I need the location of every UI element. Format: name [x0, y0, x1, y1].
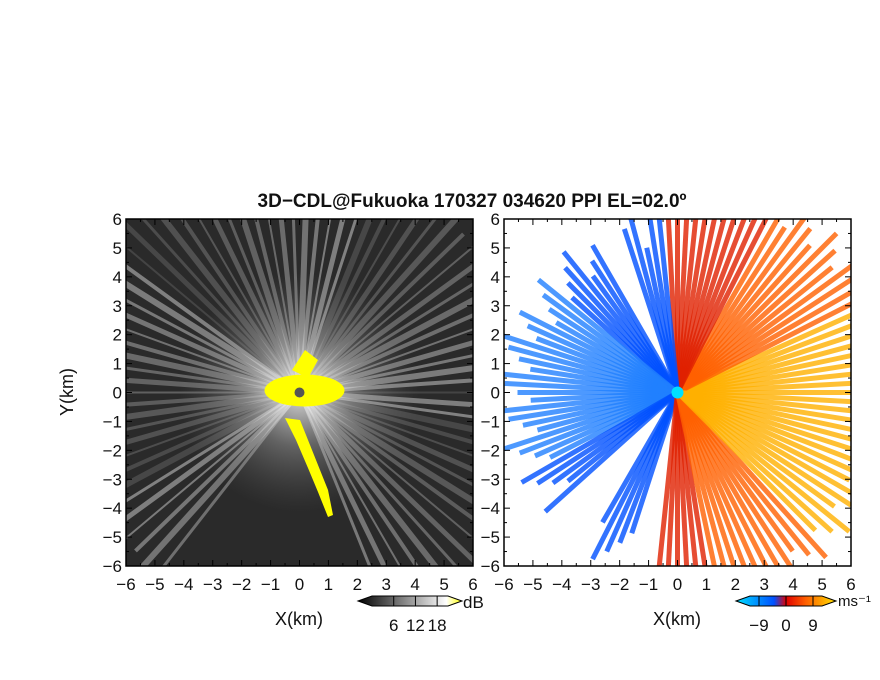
intensity-y-tick-labels: 6 5 4 3 2 1 0 −1 −2 −3 −4 −5 −6 [103, 210, 122, 576]
y-tick-label: 1 [113, 355, 122, 374]
x-tick-label: −4 [174, 575, 193, 594]
velocity-beam [677, 390, 851, 405]
x-tick-label: −5 [523, 575, 542, 594]
velocity-axis-ticks [503, 218, 852, 567]
x-tick-label: 3 [760, 575, 769, 594]
x-tick-label: −6 [116, 575, 135, 594]
x-tick-label: 6 [846, 575, 855, 594]
y-tick-label-right: 0 [491, 384, 500, 403]
velocity-colorbar: −9 0 9 ms⁻¹ [734, 593, 871, 635]
colorbar-tick-label: 9 [808, 616, 817, 635]
velocity-x-tick-labels: −6 −5 −4 −3 −2 −1 0 1 2 3 4 5 6 [494, 575, 855, 594]
x-tick-label: −1 [261, 575, 280, 594]
y-tick-label: 5 [113, 239, 122, 258]
x-tick-label: −2 [232, 575, 251, 594]
x-tick-label: 4 [410, 575, 419, 594]
intensity-colorbar-unit: dB [463, 593, 484, 612]
y-tick-label: −4 [103, 499, 122, 518]
intensity-x-axis-label: X(km) [275, 609, 323, 629]
y-tick-label-right: −6 [481, 557, 500, 576]
radar-site-marker-right [671, 386, 684, 399]
x-tick-label: 6 [468, 575, 477, 594]
colorbar-tick-label: 12 [406, 616, 425, 635]
intensity-colorbar: 6 12 18 dB [356, 593, 484, 635]
y-tick-label-right: −3 [481, 470, 500, 489]
intensity-x-tick-labels: −6 −5 −4 −3 −2 −1 0 1 2 3 4 5 6 [116, 575, 477, 594]
y-tick-label-right: 2 [491, 326, 500, 345]
x-tick-label: 1 [702, 575, 711, 594]
velocity-panel: −6 −5 −4 −3 −2 −1 0 1 2 3 4 5 6 X(km) [494, 218, 856, 629]
intensity-colorbar-body [356, 595, 464, 607]
x-tick-label: −5 [145, 575, 164, 594]
intensity-right-tick-labels: 6 5 4 3 2 1 0 −1 −2 −3 −4 −5 −6 [481, 210, 500, 576]
saturated-echo-region [264, 350, 345, 517]
y-tick-label: 6 [113, 210, 122, 229]
velocity-colorbar-unit: ms⁻¹ [838, 593, 871, 610]
x-tick-label: −3 [581, 575, 600, 594]
y-tick-label-right: −2 [481, 441, 500, 460]
colorbar-tick-label: 18 [428, 616, 447, 635]
intensity-field [126, 219, 473, 566]
saturated-core [264, 374, 345, 407]
x-tick-label: 2 [353, 575, 362, 594]
colorbar-tick-label: −9 [749, 616, 768, 635]
colorbar-tick-label: 0 [781, 616, 790, 635]
x-tick-label: −2 [610, 575, 629, 594]
y-tick-label-right: 1 [491, 355, 500, 374]
x-tick-label: −1 [639, 575, 658, 594]
saturated-streak [285, 418, 333, 517]
x-tick-label: −3 [203, 575, 222, 594]
velocity-beam [621, 228, 680, 394]
x-tick-label: −6 [494, 575, 513, 594]
velocity-beams [504, 219, 851, 566]
x-tick-label: 3 [382, 575, 391, 594]
velocity-x-axis-label: X(km) [653, 609, 701, 629]
y-tick-label-right: 4 [491, 268, 500, 287]
figure-title: 3D−CDL@Fukuoka 170327 034620 PPI EL=02.0… [258, 191, 687, 212]
intensity-panel: −6 −5 −4 −3 −2 −1 0 1 2 3 4 5 6 6543210−1−2−3−4−5−6 … [57, 210, 500, 629]
radar-site-marker-left [294, 387, 305, 398]
saturated-patch [292, 350, 318, 378]
y-tick-label: 3 [113, 297, 122, 316]
x-tick-label: 2 [731, 575, 740, 594]
y-tick-label-right: 5 [491, 239, 500, 258]
y-tick-label-right: −5 [481, 528, 500, 547]
y-tick-label: −1 [103, 412, 122, 431]
x-tick-label: 4 [788, 575, 797, 594]
velocity-field [504, 219, 851, 566]
x-tick-label: 5 [439, 575, 448, 594]
intensity-y-axis-label: Y(km) [57, 368, 77, 416]
y-tick-label: −5 [103, 528, 122, 547]
y-tick-label: −3 [103, 470, 122, 489]
x-tick-label: 5 [817, 575, 826, 594]
velocity-beam [629, 391, 680, 535]
colorbar-tick-label: 6 [389, 616, 398, 635]
velocity-beam [543, 390, 680, 514]
y-tick-label-right: −4 [481, 499, 500, 518]
velocity-colorbar-ticks: −9 0 9 [749, 596, 818, 635]
y-tick-label-right: −1 [481, 412, 500, 431]
y-tick-label: 2 [113, 326, 122, 345]
intensity-colorbar-ticks: 6 12 18 [389, 596, 447, 635]
y-tick-label: 4 [113, 268, 122, 287]
x-tick-label: 0 [295, 575, 304, 594]
x-tick-label: 1 [324, 575, 333, 594]
intensity-axis-ticks [125, 218, 474, 567]
y-tick-label: 0 [113, 384, 122, 403]
y-tick-label: −6 [103, 557, 122, 576]
y-tick-label-right: 6 [491, 210, 500, 229]
x-tick-label: −4 [552, 575, 571, 594]
x-tick-label: 0 [673, 575, 682, 594]
y-tick-label: −2 [103, 441, 122, 460]
y-tick-label-right: 3 [491, 297, 500, 316]
